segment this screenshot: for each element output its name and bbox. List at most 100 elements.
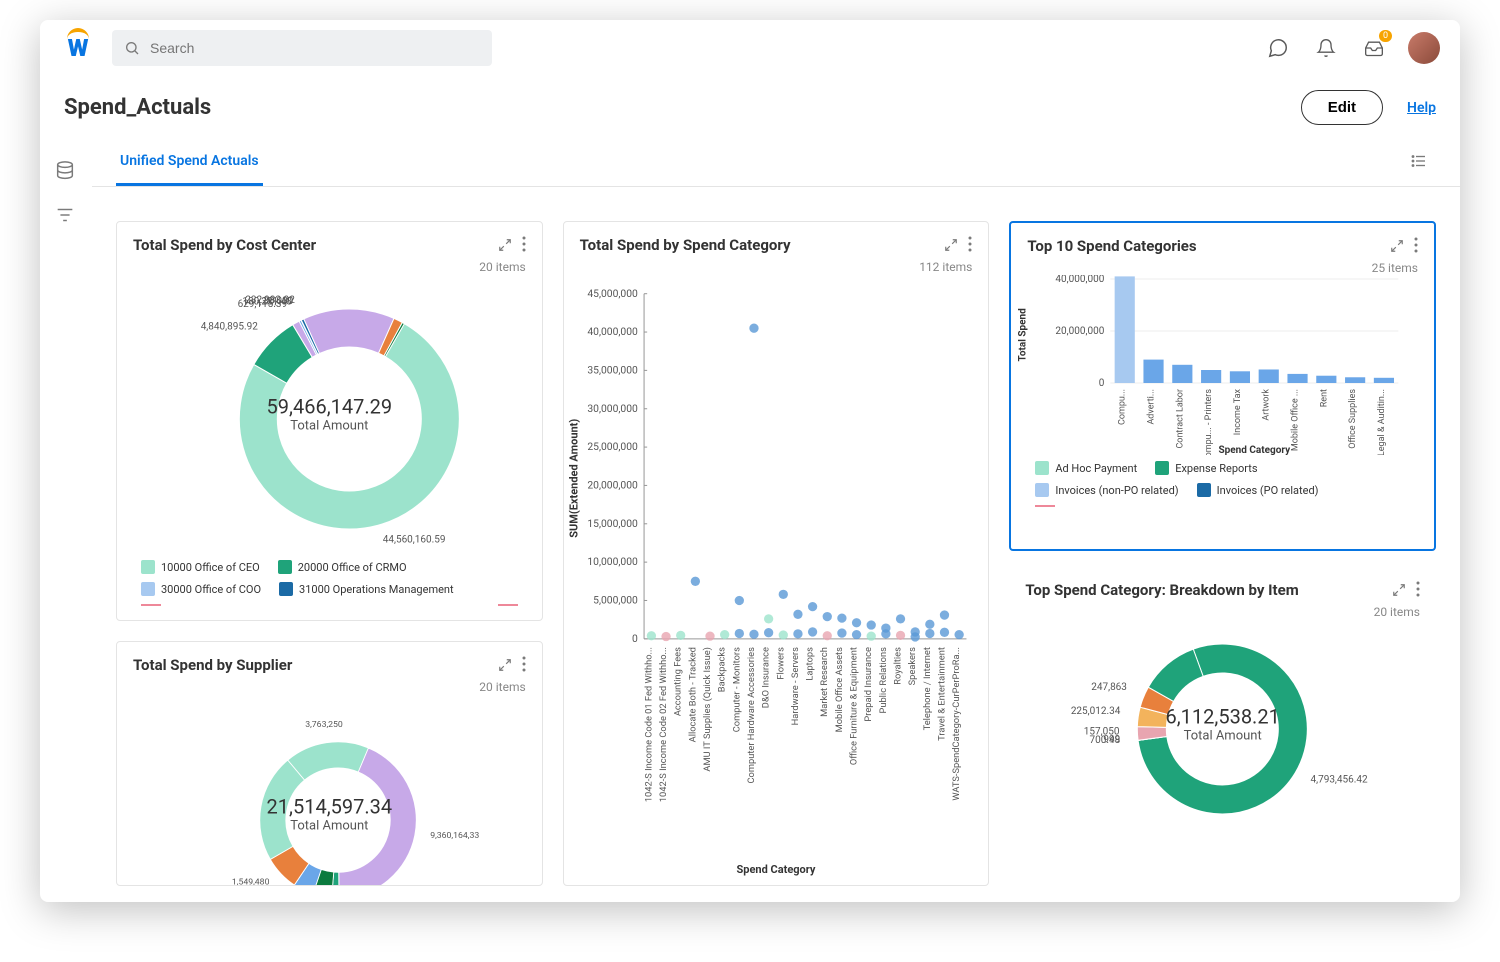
search-input[interactable]	[150, 40, 480, 56]
svg-text:Mobile Office ...: Mobile Office ...	[1291, 389, 1301, 451]
svg-text:9,360,164,33: 9,360,164,33	[430, 831, 479, 841]
svg-text:40,000,000: 40,000,000	[1056, 275, 1105, 285]
donut-center-value: 59,466,147.29	[267, 395, 393, 419]
svg-text:Adverti...: Adverti...	[1147, 389, 1157, 425]
card-title: Total Spend by Supplier	[133, 656, 292, 674]
svg-text:232,983.92: 232,983.92	[245, 295, 295, 306]
inbox-icon[interactable]: 0	[1360, 34, 1388, 62]
svg-text:Mobile Office Assets: Mobile Office Assets	[834, 647, 845, 732]
legend-item[interactable]: Invoices (non-PO related)	[1035, 483, 1178, 497]
card-supplier: Total Spend by Supplier 20 items 3,763,2…	[116, 641, 543, 886]
legend-item[interactable]: Invoices (PO related)	[1197, 483, 1319, 497]
legend-item[interactable]: 10000 Office of CEO	[141, 560, 260, 574]
svg-text:45,000,000: 45,000,000	[587, 287, 638, 300]
svg-text:4,840,895.92: 4,840,895.92	[201, 321, 259, 332]
dashboard-grid: Total Spend by Cost Center 20 items 44,5…	[92, 205, 1460, 902]
page-title: Spend_Actuals	[64, 95, 211, 120]
database-icon[interactable]	[54, 160, 78, 184]
tab-unified-spend[interactable]: Unified Spend Actuals	[116, 139, 263, 186]
svg-text:Royalties: Royalties	[892, 647, 903, 685]
svg-text:25,000,000: 25,000,000	[587, 440, 638, 453]
items-count: 20 items	[133, 680, 526, 694]
donut-chart[interactable]: 3,763,2509,360,164,334,454.2324,0008,400…	[133, 694, 526, 886]
svg-text:1042-S Income Code 01 Fed With: 1042-S Income Code 01 Fed Withho...	[643, 647, 654, 802]
svg-text:Compu...: Compu...	[1118, 389, 1128, 425]
help-link[interactable]: Help	[1407, 100, 1436, 116]
svg-text:15,000,000: 15,000,000	[587, 517, 638, 530]
y-axis-label: SUM(Extended Amount)	[567, 418, 580, 537]
expand-icon[interactable]	[944, 237, 958, 256]
svg-text:5,000,000: 5,000,000	[593, 594, 638, 607]
scroll-indicator	[141, 604, 161, 606]
legend-item[interactable]: Ad Hoc Payment	[1035, 461, 1137, 475]
svg-text:40,000,000: 40,000,000	[587, 325, 638, 338]
svg-text:Public Relations: Public Relations	[878, 647, 889, 714]
svg-text:0: 0	[1099, 378, 1105, 389]
x-axis-label: Spend Category	[580, 863, 973, 876]
legend: 10000 Office of CEO 20000 Office of CRMO 3…	[133, 554, 526, 602]
filter-icon[interactable]	[54, 204, 78, 228]
more-icon[interactable]	[522, 656, 526, 676]
svg-text:247,863: 247,863	[1092, 682, 1128, 693]
donut-center-value: 21,514,597.34	[267, 795, 393, 819]
svg-text:Computer - Monitors: Computer - Monitors	[731, 647, 742, 732]
workday-logo[interactable]: W	[60, 30, 96, 66]
legend-item[interactable]: Expense Reports	[1155, 461, 1257, 475]
titlebar: Spend_Actuals Edit Help	[40, 76, 1460, 139]
expand-icon[interactable]	[1392, 582, 1406, 601]
svg-text:Laptops: Laptops	[804, 647, 815, 681]
search-icon	[124, 40, 140, 56]
items-count: 20 items	[1025, 605, 1420, 619]
expand-icon[interactable]	[498, 657, 512, 676]
svg-text:Office Supplies: Office Supplies	[1348, 389, 1358, 449]
legend-item[interactable]: 30000 Office of COO	[141, 582, 261, 596]
donut-center-label: Total Amount	[1166, 729, 1280, 744]
svg-text:Backpacks: Backpacks	[716, 647, 727, 692]
svg-text:Compu... - Printers: Compu... - Printers	[1204, 389, 1214, 455]
card-breakdown: Top Spend Category: Breakdown by Item 20…	[1009, 567, 1436, 886]
scroll-indicator	[498, 604, 518, 606]
expand-icon[interactable]	[1390, 238, 1404, 257]
card-title: Top 10 Spend Categories	[1027, 237, 1196, 255]
svg-text:AMU IT Supplies (Quick Issue): AMU IT Supplies (Quick Issue)	[702, 647, 713, 772]
svg-text:Accounting Fees: Accounting Fees	[672, 647, 683, 716]
list-view-icon[interactable]	[1402, 144, 1436, 182]
svg-text:20,000,000: 20,000,000	[1056, 326, 1105, 337]
more-icon[interactable]	[1414, 237, 1418, 257]
legend: Ad Hoc Payment Expense Reports Invoices (n…	[1027, 455, 1418, 503]
legend-item[interactable]: 31000 Operations Management	[279, 582, 454, 596]
svg-text:4,793,456.42: 4,793,456.42	[1311, 774, 1369, 785]
donut-chart[interactable]: 4,793,456.42700.48999157,050225,012.3424…	[1025, 619, 1420, 829]
topbar: W 0	[40, 20, 1460, 76]
donut-center-value: 6,112,538.21	[1166, 705, 1280, 729]
left-rail	[40, 150, 92, 228]
card-title: Top Spend Category: Breakdown by Item	[1025, 581, 1298, 599]
svg-text:Office Furniture & Equipment: Office Furniture & Equipment	[848, 647, 859, 765]
more-icon[interactable]	[522, 236, 526, 256]
svg-text:225,012.34: 225,012.34	[1071, 706, 1121, 717]
svg-text:Spend Category: Spend Category	[1219, 445, 1292, 455]
expand-icon[interactable]	[498, 237, 512, 256]
svg-text:157,050: 157,050	[1084, 726, 1120, 737]
edit-button[interactable]: Edit	[1301, 90, 1383, 125]
avatar[interactable]	[1408, 32, 1440, 64]
scroll-indicator	[1035, 505, 1055, 507]
legend-item[interactable]: 20000 Office of CRMO	[278, 560, 407, 574]
more-icon[interactable]	[968, 236, 972, 256]
donut-chart[interactable]: 44,560,160.594,840,895.92629,115.39180,2…	[133, 274, 526, 554]
chat-icon[interactable]	[1264, 34, 1292, 62]
donut-center-label: Total Amount	[267, 819, 393, 834]
more-icon[interactable]	[1416, 581, 1420, 601]
svg-text:Prepaid Insurance: Prepaid Insurance	[863, 647, 874, 722]
bar-chart[interactable]: Total Spend 020,000,00040,000,000Compu..…	[1027, 275, 1418, 455]
card-spend-category: Total Spend by Spend Category 112 items …	[563, 221, 990, 886]
svg-text:20,000,000: 20,000,000	[587, 479, 638, 492]
svg-text:Allocate Both - Tracked: Allocate Both - Tracked	[687, 647, 698, 742]
items-count: 20 items	[133, 260, 526, 274]
bell-icon[interactable]	[1312, 34, 1340, 62]
scatter-chart[interactable]: SUM(Extended Amount) 05,000,00010,000,00…	[580, 274, 973, 859]
card-title: Total Spend by Spend Category	[580, 236, 791, 254]
search-box[interactable]	[112, 30, 492, 66]
items-count: 25 items	[1027, 261, 1418, 275]
svg-text:Contract Labor: Contract Labor	[1176, 389, 1186, 449]
